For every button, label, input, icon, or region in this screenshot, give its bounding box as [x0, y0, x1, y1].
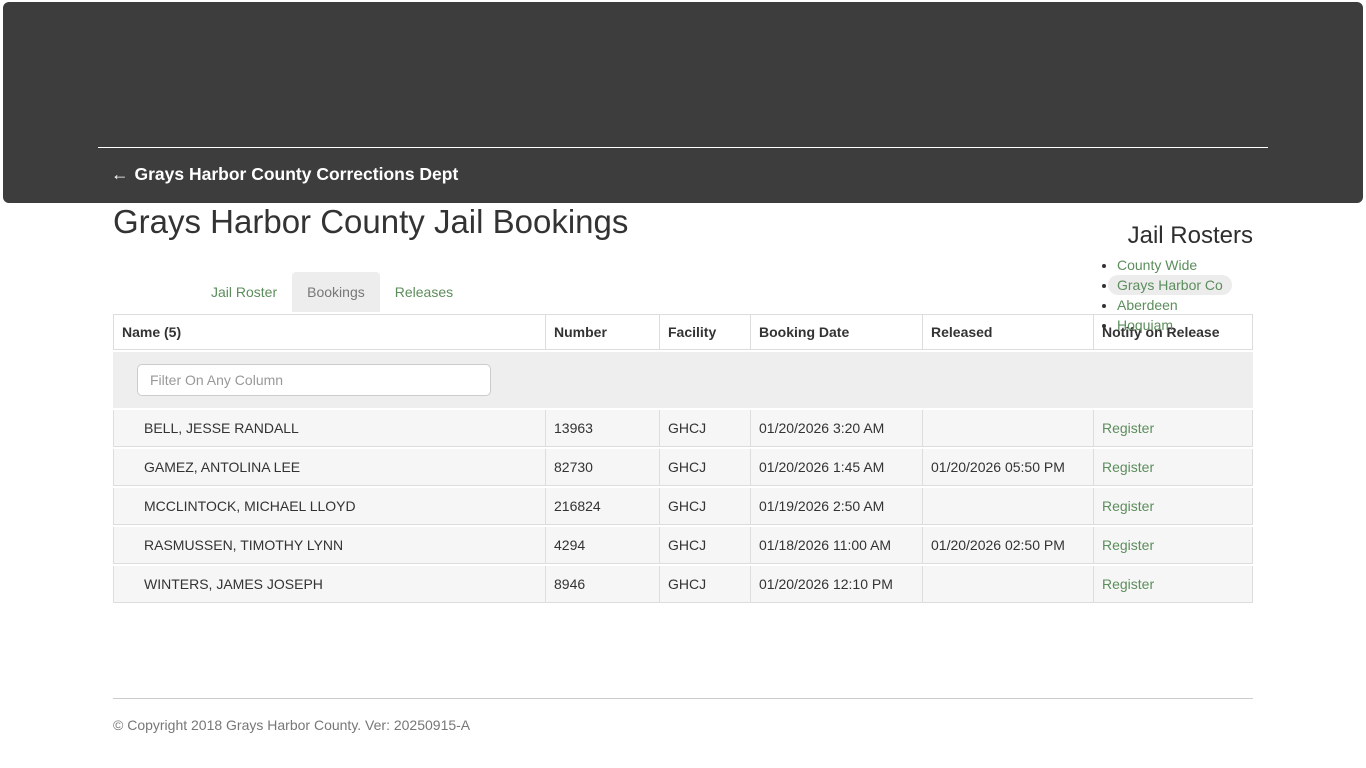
banner-title-text: Grays Harbor County Corrections Dept	[134, 164, 459, 184]
released-cell	[923, 410, 1094, 447]
filter-row	[113, 352, 1253, 408]
released-cell: 01/20/2026 02:50 PM	[923, 527, 1094, 564]
main-content: Jail Rosters County Wide Grays Harbor Co A…	[98, 203, 1268, 735]
back-arrow-icon: ←	[111, 164, 129, 184]
name-cell: WINTERS, JAMES JOSEPH	[113, 566, 546, 603]
roster-link-aberdeen[interactable]: Aberdeen	[1117, 297, 1178, 313]
facility-cell: GHCJ	[660, 527, 751, 564]
bookings-table: Name (5) Number Facility Booking Date Releas…	[113, 312, 1253, 605]
filter-cell	[113, 352, 1253, 408]
column-header-facility[interactable]: Facility	[660, 314, 751, 350]
number-cell: 216824	[546, 488, 660, 525]
released-cell	[923, 566, 1094, 603]
page-title: Grays Harbor County Jail Bookings	[113, 203, 629, 240]
roster-link-county-wide[interactable]: County Wide	[1117, 257, 1198, 273]
roster-item-grays-harbor-co: Grays Harbor Co	[1108, 275, 1253, 295]
notify-cell: Register	[1094, 566, 1253, 603]
banner-inner: ← Grays Harbor County Corrections Dept	[98, 147, 1268, 186]
name-cell: RASMUSSEN, TIMOTHY LYNN	[113, 527, 546, 564]
facility-cell: GHCJ	[660, 449, 751, 486]
jail-rosters-heading: Jail Rosters	[1127, 222, 1253, 249]
table-row: RASMUSSEN, TIMOTHY LYNN 4294 GHCJ 01/18/202…	[113, 527, 1253, 564]
table-row: MCCLINTOCK, MICHAEL LLOYD 216824 GHCJ 01/19…	[113, 488, 1253, 525]
table-row: GAMEZ, ANTOLINA LEE 82730 GHCJ 01/20/2026 1…	[113, 449, 1253, 486]
filter-input[interactable]	[137, 364, 491, 396]
jail-rosters-list: County Wide Grays Harbor Co Aberdeen Hoquia…	[1081, 255, 1253, 335]
roster-link-hoquiam[interactable]: Hoquiam	[1117, 317, 1174, 333]
notify-cell: Register	[1094, 410, 1253, 447]
tab-bookings[interactable]: Bookings	[292, 272, 380, 312]
released-cell	[923, 488, 1094, 525]
banner-divider	[98, 147, 1268, 148]
table-row: WINTERS, JAMES JOSEPH 8946 GHCJ 01/20/2026 …	[113, 566, 1253, 603]
top-banner: ← Grays Harbor County Corrections Dept	[3, 2, 1363, 203]
booking-date-cell: 01/18/2026 11:00 AM	[751, 527, 923, 564]
register-link[interactable]: Register	[1102, 459, 1155, 475]
column-header-number[interactable]: Number	[546, 314, 660, 350]
facility-cell: GHCJ	[660, 566, 751, 603]
register-link[interactable]: Register	[1102, 498, 1155, 514]
notify-cell: Register	[1094, 527, 1253, 564]
footer-copyright: © Copyright 2018 Grays Harbor County. Ve…	[113, 717, 471, 733]
jail-rosters-panel: Jail Rosters County Wide Grays Harbor Co A…	[1081, 222, 1253, 335]
tabs: Jail Roster Bookings Releases	[196, 272, 1253, 312]
booking-date-cell: 01/19/2026 2:50 AM	[751, 488, 923, 525]
footer-divider	[113, 698, 1253, 699]
number-cell: 4294	[546, 527, 660, 564]
name-cell: MCCLINTOCK, MICHAEL LLOYD	[113, 488, 546, 525]
register-link[interactable]: Register	[1102, 576, 1155, 592]
facility-cell: GHCJ	[660, 488, 751, 525]
number-cell: 82730	[546, 449, 660, 486]
name-cell: BELL, JESSE RANDALL	[113, 410, 546, 447]
facility-cell: GHCJ	[660, 410, 751, 447]
roster-link-grays-harbor-co[interactable]: Grays Harbor Co	[1108, 275, 1232, 295]
number-cell: 8946	[546, 566, 660, 603]
column-header-booking-date[interactable]: Booking Date	[751, 314, 923, 350]
number-cell: 13963	[546, 410, 660, 447]
tab-releases[interactable]: Releases	[394, 284, 454, 300]
booking-date-cell: 01/20/2026 1:45 AM	[751, 449, 923, 486]
booking-date-cell: 01/20/2026 3:20 AM	[751, 410, 923, 447]
booking-date-cell: 01/20/2026 12:10 PM	[751, 566, 923, 603]
released-cell: 01/20/2026 05:50 PM	[923, 449, 1094, 486]
column-header-name-5[interactable]: Name (5)	[113, 314, 546, 350]
notify-cell: Register	[1094, 488, 1253, 525]
back-link[interactable]: ← Grays Harbor County Corrections Dept	[98, 148, 1268, 186]
roster-item-aberdeen: Aberdeen	[1117, 295, 1253, 315]
column-header-released[interactable]: Released	[923, 314, 1094, 350]
column-header-notify-on-release[interactable]: Notify on Release	[1094, 314, 1253, 350]
table-header-row: Name (5) Number Facility Booking Date Releas…	[113, 314, 1253, 350]
name-cell: GAMEZ, ANTOLINA LEE	[113, 449, 546, 486]
table-row: BELL, JESSE RANDALL 13963 GHCJ 01/20/2026 3…	[113, 410, 1253, 447]
register-link[interactable]: Register	[1102, 420, 1155, 436]
roster-item-hoquiam: Hoquiam	[1117, 315, 1253, 335]
notify-cell: Register	[1094, 449, 1253, 486]
roster-item-county-wide: County Wide	[1117, 255, 1253, 275]
register-link[interactable]: Register	[1102, 537, 1155, 553]
tab-jail-roster[interactable]: Jail Roster	[211, 284, 278, 300]
